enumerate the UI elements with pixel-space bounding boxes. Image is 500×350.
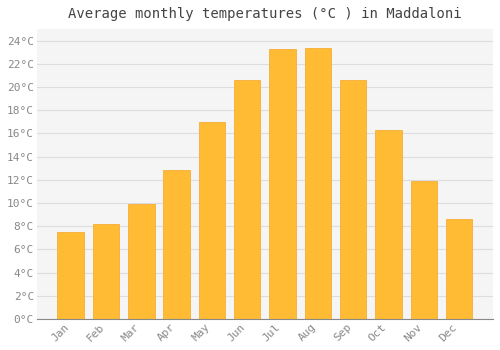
Bar	[410, 181, 437, 319]
Bar	[375, 130, 402, 319]
Title: Average monthly temperatures (°C ) in Maddaloni: Average monthly temperatures (°C ) in Ma…	[68, 7, 462, 21]
Bar	[198, 122, 225, 319]
Bar	[340, 80, 366, 319]
Bar	[234, 80, 260, 319]
Bar	[93, 224, 120, 319]
Bar	[270, 49, 296, 319]
Bar	[58, 232, 84, 319]
Bar	[164, 170, 190, 319]
Bar	[304, 48, 331, 319]
Bar	[128, 204, 154, 319]
Bar	[446, 219, 472, 319]
